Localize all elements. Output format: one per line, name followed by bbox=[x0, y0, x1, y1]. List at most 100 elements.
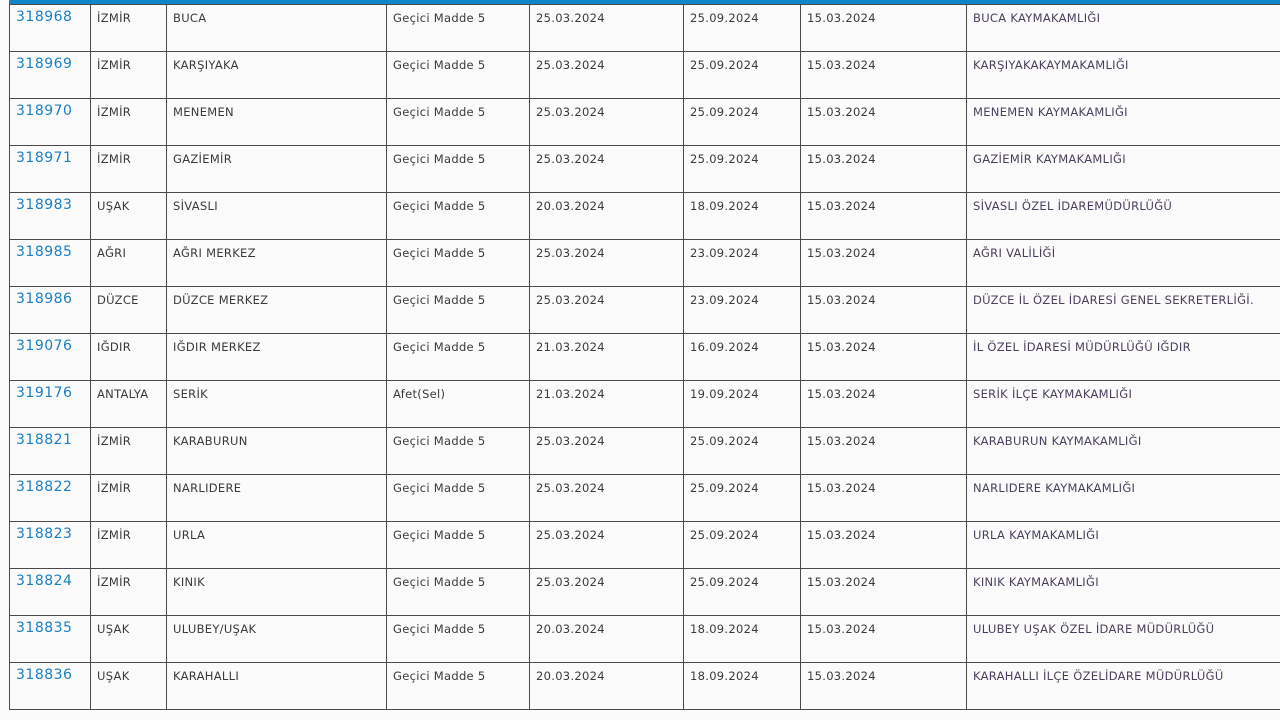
date-cell: 15.03.2024 bbox=[800, 4, 967, 52]
start-date-cell: 20.03.2024 bbox=[529, 615, 684, 663]
type-cell: Afet(Sel) bbox=[386, 380, 530, 428]
id-cell: 318836 bbox=[9, 662, 91, 710]
province-cell: UŞAK bbox=[90, 662, 167, 710]
end-date-cell: 19.09.2024 bbox=[683, 380, 801, 428]
id-cell: 318983 bbox=[9, 192, 91, 240]
id-cell: 319176 bbox=[9, 380, 91, 428]
end-date-cell: 16.09.2024 bbox=[683, 333, 801, 381]
district-cell: KINIK bbox=[166, 568, 387, 616]
type-cell: Geçici Madde 5 bbox=[386, 568, 530, 616]
type-cell: Geçici Madde 5 bbox=[386, 239, 530, 287]
record-id-link[interactable]: 318983 bbox=[16, 197, 73, 213]
institution-cell: DÜZCE İL ÖZEL İDARESİ GENEL SEKRETERLİĞİ… bbox=[966, 286, 1280, 334]
date-cell: 15.03.2024 bbox=[800, 98, 967, 146]
table-row: 318985 AĞRI AĞRI MERKEZ Geçici Madde 5 25.03… bbox=[9, 239, 1280, 287]
date-cell: 15.03.2024 bbox=[800, 521, 967, 569]
table-row: 318971 İZMİR GAZİEMİR Geçici Madde 5 25.03.2… bbox=[9, 145, 1280, 193]
record-id-link[interactable]: 318971 bbox=[16, 150, 73, 166]
date-cell: 15.03.2024 bbox=[800, 568, 967, 616]
date-cell: 15.03.2024 bbox=[800, 333, 967, 381]
start-date-cell: 20.03.2024 bbox=[529, 192, 684, 240]
id-cell: 319076 bbox=[9, 333, 91, 381]
date-cell: 15.03.2024 bbox=[800, 615, 967, 663]
end-date-cell: 23.09.2024 bbox=[683, 239, 801, 287]
end-date-cell: 18.09.2024 bbox=[683, 615, 801, 663]
record-id-link[interactable]: 318986 bbox=[16, 291, 73, 307]
province-cell: UŞAK bbox=[90, 192, 167, 240]
record-id-link[interactable]: 319176 bbox=[16, 385, 73, 401]
type-cell: Geçici Madde 5 bbox=[386, 427, 530, 475]
table-row: 318835 UŞAK ULUBEY/UŞAK Geçici Madde 5 20.03… bbox=[9, 615, 1280, 663]
district-cell: URLA bbox=[166, 521, 387, 569]
institution-cell: BUCA KAYMAKAMLIĞI bbox=[966, 4, 1280, 52]
institution-cell: GAZİEMİR KAYMAKAMLIĞI bbox=[966, 145, 1280, 193]
date-cell: 15.03.2024 bbox=[800, 239, 967, 287]
end-date-cell: 23.09.2024 bbox=[683, 286, 801, 334]
end-date-cell: 25.09.2024 bbox=[683, 51, 801, 99]
id-cell: 318971 bbox=[9, 145, 91, 193]
district-cell: GAZİEMİR bbox=[166, 145, 387, 193]
table-row: 318824 İZMİR KINIK Geçici Madde 5 25.03.2024… bbox=[9, 568, 1280, 616]
institution-cell: MENEMEN KAYMAKAMLIĞI bbox=[966, 98, 1280, 146]
district-cell: SİVASLI bbox=[166, 192, 387, 240]
type-cell: Geçici Madde 5 bbox=[386, 192, 530, 240]
province-cell: IĞDIR bbox=[90, 333, 167, 381]
start-date-cell: 25.03.2024 bbox=[529, 521, 684, 569]
institution-cell: NARLIDERE KAYMAKAMLIĞI bbox=[966, 474, 1280, 522]
end-date-cell: 25.09.2024 bbox=[683, 427, 801, 475]
end-date-cell: 25.09.2024 bbox=[683, 521, 801, 569]
record-id-link[interactable]: 319076 bbox=[16, 338, 73, 354]
record-id-link[interactable]: 318968 bbox=[16, 9, 73, 25]
record-id-link[interactable]: 318822 bbox=[16, 479, 73, 495]
id-cell: 318970 bbox=[9, 98, 91, 146]
table-row: 318821 İZMİR KARABURUN Geçici Madde 5 25.03.… bbox=[9, 427, 1280, 475]
end-date-cell: 18.09.2024 bbox=[683, 662, 801, 710]
district-cell: KARAHALLI bbox=[166, 662, 387, 710]
end-date-cell: 25.09.2024 bbox=[683, 4, 801, 52]
district-cell: MENEMEN bbox=[166, 98, 387, 146]
record-id-link[interactable]: 318985 bbox=[16, 244, 73, 260]
institution-cell: ULUBEY UŞAK ÖZEL İDARE MÜDÜRLÜĞÜ bbox=[966, 615, 1280, 663]
record-id-link[interactable]: 318821 bbox=[16, 432, 73, 448]
id-cell: 318835 bbox=[9, 615, 91, 663]
province-cell: İZMİR bbox=[90, 521, 167, 569]
start-date-cell: 25.03.2024 bbox=[529, 474, 684, 522]
start-date-cell: 25.03.2024 bbox=[529, 239, 684, 287]
table-row: 318968 İZMİR BUCA Geçici Madde 5 25.03.2024 2… bbox=[9, 4, 1280, 52]
start-date-cell: 25.03.2024 bbox=[529, 4, 684, 52]
record-id-link[interactable]: 318835 bbox=[16, 620, 73, 636]
table-row: 318986 DÜZCE DÜZCE MERKEZ Geçici Madde 5 25.… bbox=[9, 286, 1280, 334]
province-cell: UŞAK bbox=[90, 615, 167, 663]
start-date-cell: 25.03.2024 bbox=[529, 51, 684, 99]
province-cell: İZMİR bbox=[90, 98, 167, 146]
record-id-link[interactable]: 318836 bbox=[16, 667, 73, 683]
date-cell: 15.03.2024 bbox=[800, 474, 967, 522]
record-id-link[interactable]: 318970 bbox=[16, 103, 73, 119]
id-cell: 318968 bbox=[9, 4, 91, 52]
institution-cell: KARŞIYAKAKAYMAKAMLIĞI bbox=[966, 51, 1280, 99]
province-cell: İZMİR bbox=[90, 568, 167, 616]
record-id-link[interactable]: 318823 bbox=[16, 526, 73, 542]
province-cell: İZMİR bbox=[90, 51, 167, 99]
table-header-bar bbox=[9, 0, 1280, 4]
start-date-cell: 25.03.2024 bbox=[529, 427, 684, 475]
district-cell: AĞRI MERKEZ bbox=[166, 239, 387, 287]
table-row: 318823 İZMİR URLA Geçici Madde 5 25.03.2024 2… bbox=[9, 521, 1280, 569]
district-cell: BUCA bbox=[166, 4, 387, 52]
table-row: 319076 IĞDIR IĞDIR MERKEZ Geçici Madde 5 21.… bbox=[9, 333, 1280, 381]
institution-cell: KINIK KAYMAKAMLIĞI bbox=[966, 568, 1280, 616]
province-cell: İZMİR bbox=[90, 474, 167, 522]
type-cell: Geçici Madde 5 bbox=[386, 474, 530, 522]
district-cell: NARLIDERE bbox=[166, 474, 387, 522]
date-cell: 15.03.2024 bbox=[800, 427, 967, 475]
type-cell: Geçici Madde 5 bbox=[386, 521, 530, 569]
date-cell: 15.03.2024 bbox=[800, 51, 967, 99]
province-cell: ANTALYA bbox=[90, 380, 167, 428]
end-date-cell: 18.09.2024 bbox=[683, 192, 801, 240]
institution-cell: SERİK İLÇE KAYMAKAMLIĞI bbox=[966, 380, 1280, 428]
record-id-link[interactable]: 318969 bbox=[16, 56, 73, 72]
date-cell: 15.03.2024 bbox=[800, 286, 967, 334]
date-cell: 15.03.2024 bbox=[800, 145, 967, 193]
id-cell: 318969 bbox=[9, 51, 91, 99]
record-id-link[interactable]: 318824 bbox=[16, 573, 73, 589]
